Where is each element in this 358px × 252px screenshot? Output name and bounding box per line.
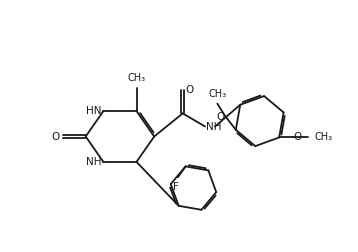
Text: O: O	[294, 133, 302, 142]
Text: O: O	[185, 85, 193, 95]
Text: NH: NH	[206, 122, 221, 132]
Text: O: O	[216, 112, 224, 122]
Text: CH₃: CH₃	[315, 133, 333, 142]
Text: O: O	[51, 132, 59, 142]
Text: CH₃: CH₃	[208, 89, 226, 99]
Text: CH₃: CH₃	[127, 73, 146, 83]
Text: NH: NH	[86, 157, 102, 167]
Text: F: F	[173, 182, 179, 192]
Text: HN: HN	[86, 106, 102, 116]
